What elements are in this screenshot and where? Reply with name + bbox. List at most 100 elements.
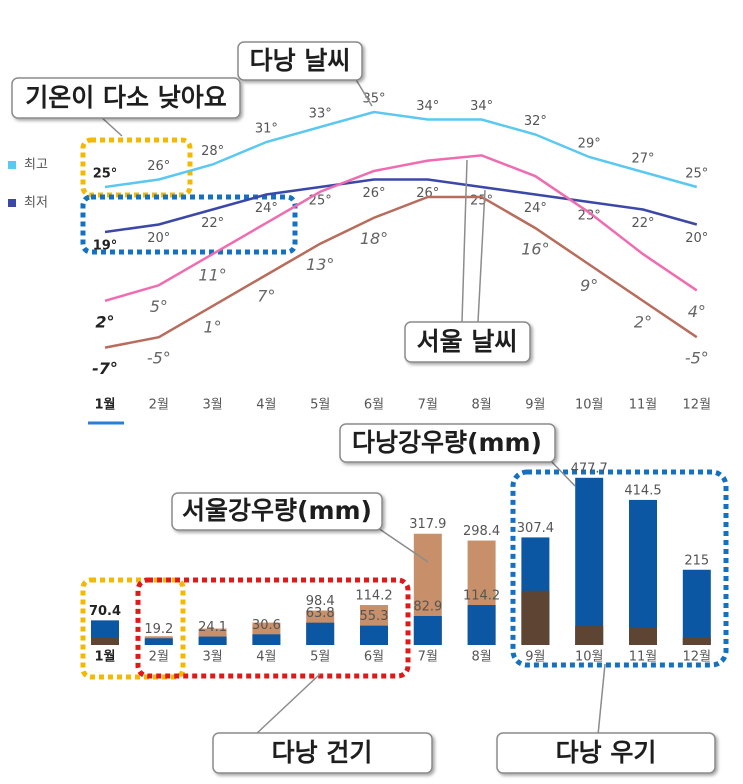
data-label: 29° (578, 137, 601, 152)
data-label: 34° (416, 99, 439, 114)
data-label: -5° (685, 349, 709, 368)
data-label: 19° (93, 239, 118, 254)
data-label: 82.9 (413, 599, 442, 614)
pointer (354, 77, 373, 107)
data-label: 7° (257, 286, 275, 305)
x-tick-label: 7월 (418, 398, 438, 413)
x-tick-label: 8월 (471, 398, 491, 413)
bar (91, 637, 119, 645)
x-tick-label: 10월 (575, 398, 604, 413)
callout-box (212, 732, 433, 774)
bar (467, 605, 496, 645)
data-label: 13° (306, 255, 334, 274)
callout: 서울 날씨 (417, 327, 518, 356)
x-tick-label: 2월 (149, 650, 169, 665)
data-label: 20° (147, 231, 170, 246)
data-label: 1° (204, 318, 222, 337)
callout: 다낭 날씨 (250, 46, 351, 75)
x-tick-label: 5월 (310, 398, 330, 413)
legend-label: 최고 (24, 158, 48, 173)
data-label: 98.4 (306, 594, 335, 609)
line (104, 154, 698, 303)
data-label: 28° (201, 144, 224, 159)
callout-box (339, 423, 556, 463)
data-label: 2° (95, 312, 114, 331)
highlight-box (510, 469, 729, 668)
legend-swatch (8, 161, 16, 169)
x-tick-label: 8월 (471, 650, 491, 665)
bar (575, 477, 604, 645)
data-label: 30.6 (252, 618, 281, 633)
pointer (461, 159, 486, 323)
data-label: 26° (362, 186, 385, 201)
data-label: 16° (521, 240, 549, 259)
data-label: 26° (147, 159, 170, 174)
data-label: 414.5 (624, 483, 661, 498)
data-label: 63.8 (306, 606, 335, 621)
bar (629, 499, 657, 645)
pointer (549, 459, 576, 487)
x-tick-label: 1월 (94, 649, 115, 665)
data-label: 477.7 (571, 461, 608, 476)
data-label: 70.4 (89, 604, 121, 619)
data-label: 33° (309, 107, 332, 122)
bar (360, 625, 388, 645)
callout-box (11, 77, 241, 119)
x-tick-label: 3월 (202, 398, 222, 413)
data-label: 55.3 (360, 609, 389, 624)
callout: 다낭강우량(mm) (352, 428, 542, 457)
data-label: 35° (362, 92, 385, 107)
data-label: 22° (201, 216, 224, 231)
data-label: 25° (93, 167, 118, 182)
bar (198, 636, 227, 645)
data-label: 25° (685, 167, 708, 182)
pointer (254, 673, 321, 736)
bar (682, 637, 711, 645)
data-label: 31° (255, 122, 278, 137)
x-tick-label: 3월 (202, 650, 222, 665)
data-label: -5° (147, 349, 171, 368)
line (104, 110, 698, 189)
data-label: 9° (580, 276, 598, 295)
line (104, 178, 698, 234)
x-tick-label: 9월 (525, 398, 545, 413)
highlight-box (80, 194, 298, 255)
data-label: 25° (309, 194, 332, 209)
data-label: 23° (578, 209, 601, 224)
line (104, 195, 698, 349)
x-tick-label: 11월 (629, 398, 658, 413)
callout: 서울강우량(mm) (182, 496, 372, 525)
data-label: 27° (631, 152, 654, 167)
callout-box (171, 492, 383, 531)
x-tick-label: 2월 (149, 398, 169, 413)
legend-swatch (8, 199, 16, 207)
highlight-box (80, 577, 186, 680)
x-tick-label: 10월 (575, 650, 604, 665)
data-label: 4° (688, 302, 706, 321)
pointer (597, 663, 606, 736)
x-tick-label: 6월 (364, 398, 384, 413)
data-label: 317.9 (409, 517, 446, 532)
data-label: 114.2 (355, 589, 392, 604)
bar (144, 638, 173, 645)
data-label: 114.2 (463, 589, 500, 604)
data-label: 24° (524, 201, 547, 216)
x-tick-label: 11월 (629, 650, 658, 665)
data-label: 307.4 (517, 521, 554, 536)
callouts: 다낭 날씨 기온이 다소 낮아요 서울 날씨 다낭강우량(mm) 서울강우량(m… (11, 41, 716, 774)
bar (682, 569, 711, 645)
data-label: 2° (634, 312, 652, 331)
data-label: 11° (198, 266, 226, 285)
data-label: 19.2 (144, 622, 173, 637)
bar (413, 615, 442, 645)
data-label: 32° (524, 114, 547, 129)
bar (306, 622, 335, 645)
data-label: 18° (360, 229, 388, 248)
x-tick-label: 5월 (310, 650, 330, 665)
bar (575, 626, 604, 645)
bar (521, 590, 550, 645)
bar (629, 627, 657, 645)
callout-box (496, 732, 716, 774)
data-label: 20° (685, 231, 708, 246)
x-tick-label: 4월 (256, 398, 276, 413)
